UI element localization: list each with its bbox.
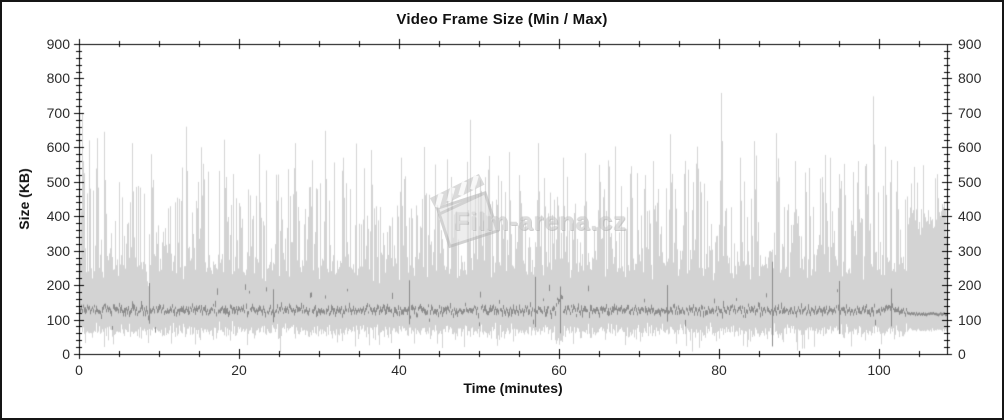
y-tick-label-left: 400	[46, 208, 70, 225]
x-tick-label: 100	[867, 362, 891, 378]
x-tick-label: 40	[391, 362, 407, 378]
y-tick-label-left: 500	[46, 173, 70, 190]
chart-title: Video Frame Size (Min / Max)	[396, 11, 608, 28]
x-tick-label: 20	[231, 362, 247, 378]
y-tick-label-left: 900	[46, 36, 70, 52]
y-tick-label-right: 900	[958, 36, 982, 52]
x-tick-label: 80	[711, 362, 727, 378]
y-tick-label-right: 500	[958, 173, 982, 190]
y-tick-label-left: 0	[62, 346, 70, 362]
y-tick-label-right: 100	[958, 311, 982, 328]
x-tick-label: 0	[75, 362, 83, 378]
y-tick-label-left: 100	[46, 311, 70, 328]
y-tick-label-right: 700	[958, 104, 982, 121]
y-tick-label-left: 700	[46, 104, 70, 121]
y-tick-label-left: 600	[46, 139, 70, 156]
y-tick-label-right: 400	[958, 208, 982, 225]
y-tick-label-left: 200	[46, 277, 70, 294]
x-tick-label: 60	[551, 362, 567, 378]
y-tick-label-right: 800	[958, 70, 982, 87]
y-tick-label-right: 0	[958, 346, 966, 362]
y-tick-label-right: 300	[958, 242, 982, 259]
x-axis-label: Time (minutes)	[463, 380, 563, 396]
y-tick-label-left: 800	[46, 70, 70, 87]
y-tick-label-right: 600	[958, 139, 982, 156]
y-tick-label-right: 200	[958, 277, 982, 294]
y-tick-label-left: 300	[46, 242, 70, 259]
